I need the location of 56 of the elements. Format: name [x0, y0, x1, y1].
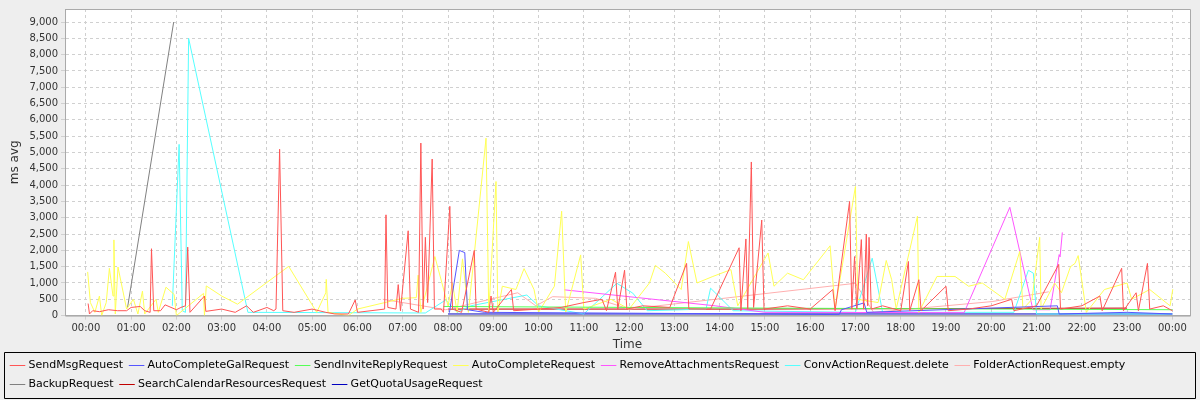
x-tick-label: 04:00	[252, 322, 282, 334]
x-tick-label: 16:00	[795, 322, 825, 334]
y-tick-label: 6,000	[29, 113, 59, 125]
y-tick-label: 2,000	[29, 243, 59, 255]
y-tick-label: 2,500	[29, 227, 59, 239]
y-tick-label: 5,500	[29, 129, 59, 141]
x-tick-label: 07:00	[388, 322, 418, 334]
y-tick-label: 0	[51, 309, 59, 321]
y-tick-label: 8,500	[29, 31, 59, 43]
y-tick-label: 4,000	[29, 178, 59, 190]
y-tick-label: 7,000	[29, 80, 59, 92]
x-tick-label: 23:00	[1112, 322, 1142, 334]
y-tick-label: 6,500	[29, 97, 59, 109]
legend-label: RemoveAttachmentsRequest	[619, 358, 780, 372]
y-tick-label: 8,000	[29, 48, 59, 60]
x-tick-label: 20:00	[976, 322, 1006, 334]
x-tick-label: 02:00	[161, 322, 191, 334]
x-tick-label: 17:00	[841, 322, 870, 334]
x-tick-label: 18:00	[886, 322, 916, 334]
x-tick-label: 00:00	[1157, 322, 1187, 334]
legend-label: FolderActionRequest.empty	[973, 358, 1126, 372]
x-tick-label: 08:00	[433, 322, 463, 334]
x-tick-label: 13:00	[659, 322, 689, 334]
x-tick-label: 10:00	[524, 322, 553, 334]
legend-label: AutoCompleteRequest	[471, 358, 596, 372]
x-tick-label: 15:00	[750, 322, 780, 334]
x-tick-label: 11:00	[569, 322, 599, 334]
y-tick-label: 1,500	[29, 260, 59, 272]
y-tick-label: 5,000	[29, 146, 59, 158]
x-tick-label: 12:00	[614, 322, 644, 334]
x-tick-label: 21:00	[1022, 322, 1051, 334]
y-axis-title: ms avg	[7, 140, 22, 185]
x-axis-title: Time	[611, 336, 643, 351]
x-tick-label: 06:00	[343, 322, 372, 334]
x-tick-label: 01:00	[116, 322, 146, 334]
y-tick-label: 7,500	[29, 64, 59, 76]
y-tick-label: 3,000	[29, 211, 59, 223]
legend-label: BackupRequest	[28, 377, 115, 391]
legend-label: GetQuotaUsageRequest	[350, 377, 484, 391]
y-tick-label: 9,000	[29, 15, 59, 27]
y-tick-label: 4,500	[29, 162, 59, 174]
y-tick-label: 500	[38, 292, 59, 304]
legend-label: SendInviteReplyRequest	[313, 358, 449, 372]
x-tick-label: 19:00	[931, 322, 961, 334]
x-tick-label: 05:00	[297, 322, 327, 334]
y-tick-label: 3,500	[29, 195, 59, 207]
legend-label: SearchCalendarResourcesRequest	[138, 377, 327, 391]
x-tick-label: 00:00	[71, 322, 101, 334]
x-tick-label: 09:00	[478, 322, 508, 334]
legend-label: AutoCompleteGalRequest	[147, 358, 290, 372]
legend-label: ConvActionRequest.delete	[803, 358, 950, 372]
x-tick-label: 22:00	[1067, 322, 1097, 334]
legend-label: SendMsgRequest	[28, 358, 124, 372]
x-tick-label: 14:00	[705, 322, 735, 334]
y-tick-label: 1,000	[29, 276, 59, 288]
x-tick-label: 03:00	[207, 322, 237, 334]
